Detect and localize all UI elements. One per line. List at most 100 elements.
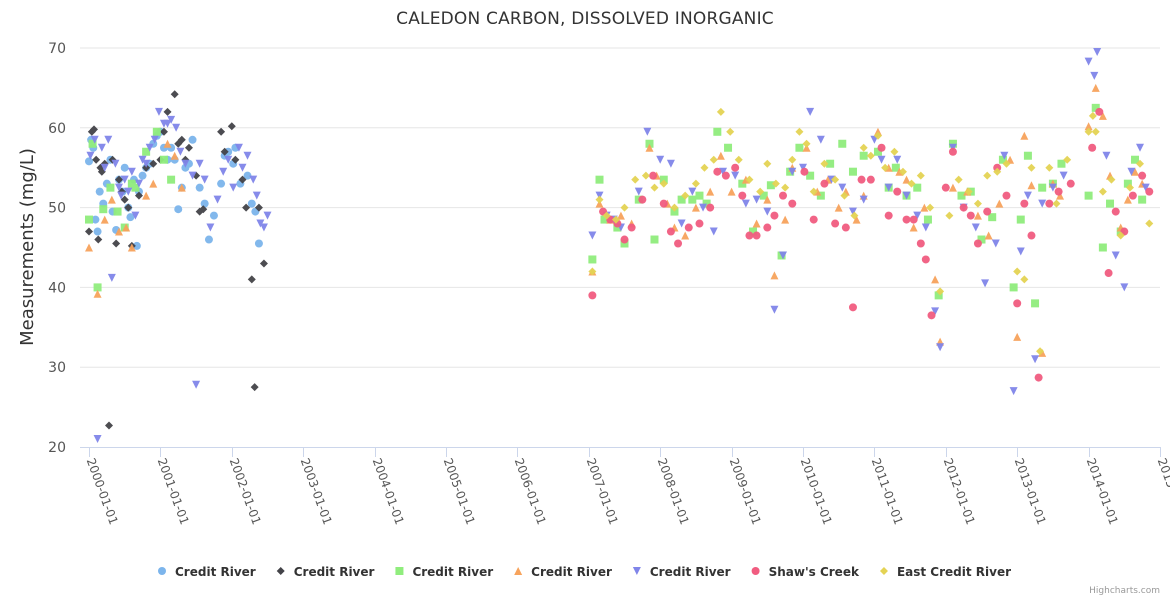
data-point[interactable]: [677, 219, 686, 228]
data-point[interactable]: [93, 435, 102, 444]
data-point[interactable]: [242, 203, 251, 212]
data-point[interactable]: [941, 183, 950, 192]
data-point[interactable]: [763, 223, 772, 232]
data-point[interactable]: [152, 127, 161, 136]
data-point[interactable]: [948, 147, 957, 156]
data-point[interactable]: [745, 231, 754, 240]
data-point[interactable]: [263, 211, 272, 220]
data-point[interactable]: [1002, 191, 1011, 200]
data-point[interactable]: [1107, 175, 1116, 184]
data-point[interactable]: [800, 167, 809, 176]
data-point[interactable]: [902, 175, 911, 184]
legend-item[interactable]: Credit River: [632, 565, 731, 579]
data-point[interactable]: [1138, 171, 1147, 180]
data-point[interactable]: [149, 179, 158, 188]
data-point[interactable]: [983, 171, 992, 180]
data-point[interactable]: [134, 179, 143, 188]
data-point[interactable]: [200, 175, 209, 184]
data-point[interactable]: [111, 159, 120, 168]
data-point[interactable]: [259, 259, 268, 268]
data-point[interactable]: [820, 159, 829, 168]
data-point[interactable]: [826, 159, 835, 168]
data-point[interactable]: [634, 187, 643, 196]
data-point[interactable]: [1027, 181, 1036, 190]
data-point[interactable]: [948, 183, 957, 192]
data-point[interactable]: [1120, 283, 1129, 292]
data-point[interactable]: [122, 223, 131, 232]
data-point[interactable]: [991, 239, 1000, 248]
data-point[interactable]: [1091, 127, 1100, 136]
data-point[interactable]: [670, 203, 679, 212]
data-point[interactable]: [1009, 283, 1018, 292]
data-point[interactable]: [254, 203, 263, 212]
data-point[interactable]: [259, 223, 268, 232]
data-point[interactable]: [779, 251, 788, 260]
legend-item[interactable]: Credit River: [158, 565, 256, 579]
data-point[interactable]: [163, 107, 172, 116]
data-point[interactable]: [945, 211, 954, 220]
data-point[interactable]: [149, 159, 158, 168]
data-point[interactable]: [127, 167, 136, 176]
data-point[interactable]: [1009, 387, 1018, 396]
data-point[interactable]: [93, 227, 102, 236]
data-point[interactable]: [650, 235, 659, 244]
data-point[interactable]: [1091, 103, 1100, 112]
data-point[interactable]: [138, 171, 147, 180]
data-point[interactable]: [1052, 199, 1061, 208]
data-point[interactable]: [709, 155, 718, 164]
data-point[interactable]: [238, 175, 247, 184]
data-point[interactable]: [724, 143, 733, 152]
data-point[interactable]: [1038, 183, 1047, 192]
data-point[interactable]: [588, 255, 597, 264]
data-point[interactable]: [719, 167, 728, 176]
data-point[interactable]: [681, 231, 690, 240]
data-point[interactable]: [92, 155, 101, 164]
data-point[interactable]: [89, 125, 98, 134]
data-point[interactable]: [231, 155, 240, 164]
data-point[interactable]: [973, 211, 982, 220]
data-point[interactable]: [142, 147, 151, 156]
data-point[interactable]: [831, 175, 840, 184]
data-point[interactable]: [1090, 71, 1099, 80]
data-point[interactable]: [816, 135, 825, 144]
data-point[interactable]: [132, 241, 141, 250]
data-point[interactable]: [973, 199, 982, 208]
data-point[interactable]: [93, 283, 102, 292]
data-point[interactable]: [936, 343, 945, 352]
data-point[interactable]: [779, 191, 788, 200]
data-point[interactable]: [834, 203, 843, 212]
data-point[interactable]: [159, 155, 168, 164]
data-point[interactable]: [802, 139, 811, 148]
data-point[interactable]: [700, 163, 709, 172]
data-point[interactable]: [781, 215, 790, 224]
data-point[interactable]: [770, 211, 779, 220]
data-point[interactable]: [643, 127, 652, 136]
data-point[interactable]: [873, 131, 882, 140]
data-point[interactable]: [213, 195, 222, 204]
data-point[interactable]: [97, 143, 106, 152]
data-point[interactable]: [770, 271, 779, 280]
data-point[interactable]: [713, 167, 722, 176]
data-point[interactable]: [145, 143, 154, 152]
data-point[interactable]: [848, 207, 857, 216]
data-point[interactable]: [731, 163, 740, 172]
data-point[interactable]: [177, 183, 186, 192]
data-point[interactable]: [695, 191, 704, 200]
data-point[interactable]: [749, 227, 758, 236]
data-point[interactable]: [1059, 171, 1068, 180]
data-point[interactable]: [890, 147, 899, 156]
data-point[interactable]: [916, 239, 925, 248]
data-point[interactable]: [1104, 269, 1113, 278]
data-point[interactable]: [674, 239, 683, 248]
data-point[interactable]: [964, 187, 973, 196]
data-point[interactable]: [995, 199, 1004, 208]
data-point[interactable]: [1048, 183, 1057, 192]
data-point[interactable]: [645, 143, 654, 152]
data-point[interactable]: [1084, 122, 1093, 131]
data-point[interactable]: [252, 191, 261, 200]
legend-item[interactable]: East Credit River: [879, 565, 1011, 579]
data-point[interactable]: [131, 211, 140, 220]
data-point[interactable]: [1023, 191, 1032, 200]
data-point[interactable]: [848, 167, 857, 176]
data-point[interactable]: [850, 211, 859, 220]
